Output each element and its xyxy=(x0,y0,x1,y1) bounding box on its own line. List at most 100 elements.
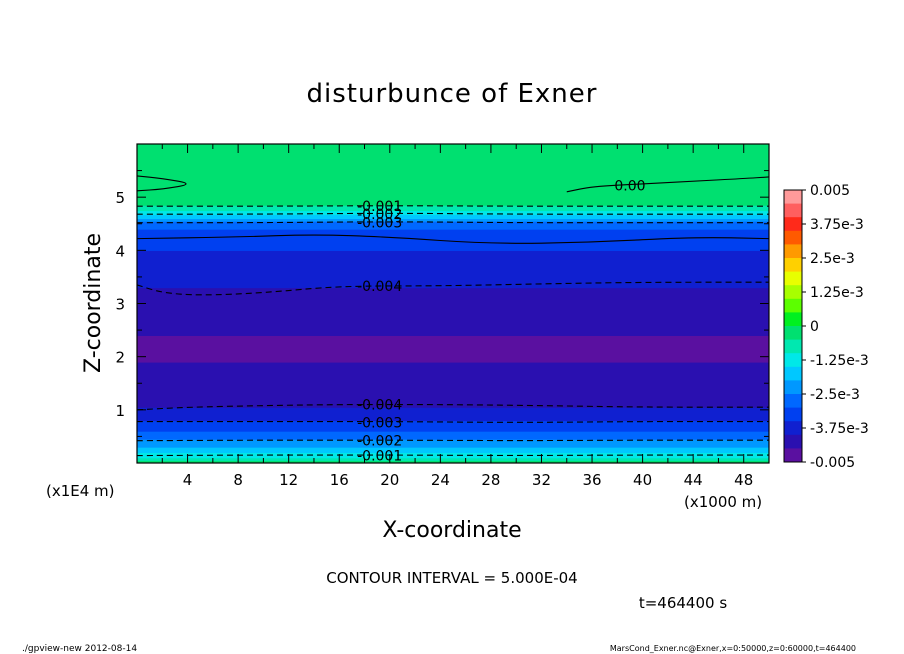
color-band xyxy=(137,151,769,154)
color-band xyxy=(137,167,769,170)
colorbar-swatch xyxy=(784,285,802,300)
color-band xyxy=(137,416,769,419)
color-band xyxy=(137,455,769,457)
color-band xyxy=(137,291,769,294)
color-band xyxy=(137,158,769,161)
color-band xyxy=(137,173,769,176)
color-band xyxy=(137,420,769,423)
color-band xyxy=(137,399,769,402)
x-tick-label: 40 xyxy=(633,471,652,489)
color-band xyxy=(137,347,769,350)
color-band xyxy=(137,400,769,403)
y-tick-label: 4 xyxy=(115,242,125,260)
color-band xyxy=(137,357,769,360)
colorbar-label: -1.25e-3 xyxy=(810,353,869,369)
color-band xyxy=(137,385,769,388)
color-band xyxy=(137,243,769,246)
color-band xyxy=(137,211,769,214)
color-band xyxy=(137,433,769,436)
contour-line xyxy=(137,221,769,224)
color-band xyxy=(137,306,769,309)
color-band xyxy=(137,165,769,168)
color-band xyxy=(137,376,769,379)
color-band xyxy=(137,314,769,317)
color-band xyxy=(137,205,769,208)
color-band xyxy=(137,295,769,298)
color-band xyxy=(137,238,769,241)
footer-left: ./gpview-new 2012-08-14 xyxy=(22,644,137,654)
color-band xyxy=(137,280,769,283)
colorbar-swatch xyxy=(784,434,802,449)
color-band xyxy=(137,271,769,274)
color-band xyxy=(137,153,769,156)
color-band xyxy=(137,452,769,455)
color-band xyxy=(137,435,769,438)
color-band xyxy=(137,428,769,431)
color-band xyxy=(137,322,769,325)
color-band xyxy=(137,388,769,391)
color-band xyxy=(137,182,769,185)
color-band xyxy=(137,403,769,406)
color-band xyxy=(137,393,769,396)
x-tick-label: 28 xyxy=(481,471,500,489)
color-band xyxy=(137,255,769,258)
color-band xyxy=(137,223,769,226)
contour-line xyxy=(137,420,769,423)
color-band xyxy=(137,169,769,172)
color-band xyxy=(137,183,769,186)
colorbar-swatch xyxy=(784,190,802,204)
color-band xyxy=(137,195,769,198)
color-band xyxy=(137,149,769,152)
color-band xyxy=(137,190,769,193)
color-band xyxy=(137,389,769,392)
color-band xyxy=(137,193,769,196)
color-band xyxy=(137,144,769,146)
color-band xyxy=(137,303,769,306)
y-axis-unit-note: (x1E4 m) xyxy=(46,482,115,500)
contour-line xyxy=(137,175,187,192)
color-band xyxy=(137,375,769,378)
color-band xyxy=(137,155,769,158)
color-band xyxy=(137,202,769,205)
color-band xyxy=(137,348,769,351)
y-axis-ticks: 1 2 3 4 5 xyxy=(115,170,769,437)
color-band xyxy=(137,145,769,148)
color-band xyxy=(137,453,769,456)
color-band xyxy=(137,237,769,239)
colorbar-swatch xyxy=(784,203,802,218)
color-band xyxy=(137,161,769,164)
color-band xyxy=(137,299,769,302)
colorbar-swatch xyxy=(784,380,802,395)
color-band xyxy=(137,397,769,400)
color-band xyxy=(137,391,769,394)
color-band xyxy=(137,369,769,372)
color-band xyxy=(137,340,769,343)
colorbar-swatch xyxy=(784,258,802,272)
color-band xyxy=(137,356,769,359)
color-band xyxy=(137,346,769,348)
color-band xyxy=(137,365,769,368)
y-tick-label: 1 xyxy=(115,402,125,420)
color-band xyxy=(137,234,769,237)
color-band xyxy=(137,270,769,273)
color-band xyxy=(137,235,769,238)
color-band xyxy=(137,350,769,352)
color-band xyxy=(137,275,769,278)
color-band xyxy=(137,436,769,439)
color-band xyxy=(137,163,769,166)
color-band xyxy=(137,330,769,333)
color-band xyxy=(137,146,769,149)
color-band xyxy=(137,287,769,290)
color-band xyxy=(137,310,769,313)
x-tick-label: 44 xyxy=(684,471,703,489)
color-band xyxy=(137,189,769,192)
color-band xyxy=(137,429,769,432)
color-band xyxy=(137,246,769,249)
color-band xyxy=(137,334,769,336)
contour-lines xyxy=(137,175,769,457)
colorbar-swatch xyxy=(784,394,802,408)
color-band xyxy=(137,214,769,217)
color-band xyxy=(137,288,769,291)
color-band xyxy=(137,387,769,390)
color-band xyxy=(137,312,769,315)
